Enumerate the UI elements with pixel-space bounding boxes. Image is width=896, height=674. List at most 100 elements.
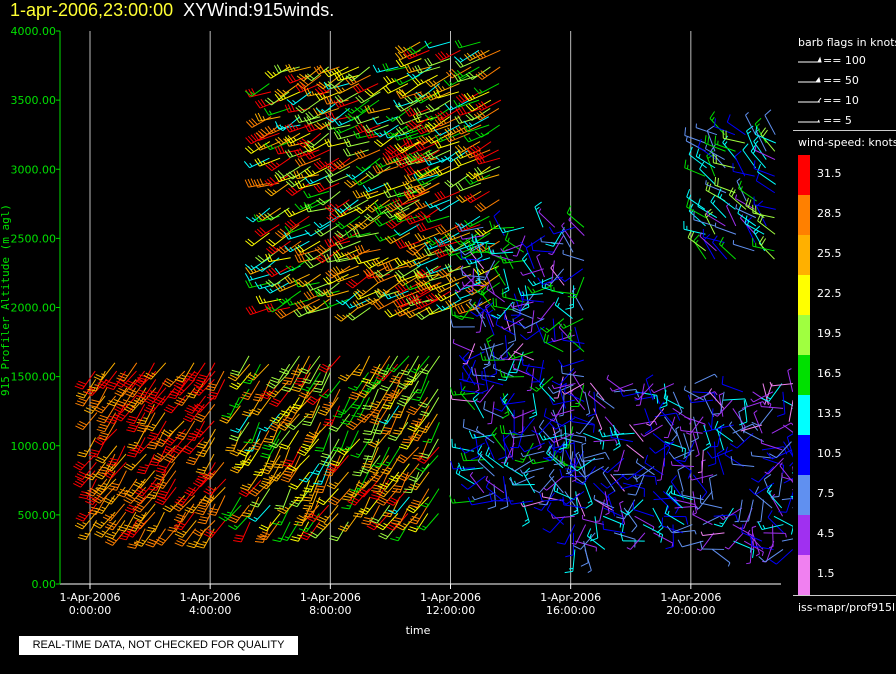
wind-barb-785 [435,149,461,163]
wind-barb-1409 [722,135,737,160]
wind-barb-1016 [521,356,545,369]
wind-barb-1378 [684,159,706,177]
wind-barb-1317 [753,410,763,434]
wind-barb-1245 [670,461,695,467]
y-tick-label-0: 0.00 [32,578,57,591]
wind-barb-200 [258,513,281,532]
wind-barb-580 [345,273,371,289]
wind-barb-718 [405,290,431,302]
wind-barb-1096 [557,318,584,329]
wind-barb-780 [433,232,460,244]
wind-barb-1089 [563,383,585,402]
wind-barb-901 [475,310,484,333]
wind-barb-275 [316,488,339,506]
wind-barb-1438 [757,213,776,235]
x-tick-label-1-1: 4:00:00 [189,604,231,617]
wind-barb-878 [450,318,475,328]
wind-barb-1227 [658,401,675,426]
wind-barb-448 [264,91,290,106]
wind-barb-215 [268,430,291,449]
wind-barb-928 [485,270,495,294]
speed-label-28.5: 28.5 [817,207,842,220]
wind-barb-444 [265,157,291,172]
wind-barb-1186 [635,391,659,404]
wind-barb-252 [302,471,321,493]
wind-barb-1093 [558,359,584,368]
wind-barb-129 [174,362,195,383]
wind-barb-1080 [561,222,575,245]
wind-barb-1062 [548,235,564,256]
wind-barb-1230 [672,391,683,415]
wind-barb-355 [378,355,399,376]
wind-barb-1385 [693,211,716,227]
wind-barb-1268 [689,474,714,481]
wind-barb-503 [304,298,330,313]
speed-swatch-25.5 [798,235,810,275]
wind-barb-1401 [704,135,726,152]
wind-barb-1007 [509,301,534,308]
wind-barb-769 [425,99,451,113]
wind-barb-174 [228,421,250,442]
wind-barb-893 [472,392,485,419]
wind-barb-518 [303,116,330,125]
wind-barb-919 [471,366,495,378]
wind-barb-1392 [695,123,718,136]
wind-barb-497 [294,114,321,124]
wind-barb-435 [264,282,290,294]
wind-barb-975 [499,396,526,406]
wind-barb-906 [458,243,485,256]
wind-barb-986 [504,232,524,253]
speed-label-25.5: 25.5 [817,247,842,260]
wind-barb-1210 [634,383,654,401]
wind-barb-233 [279,355,300,375]
wind-barb-1099 [558,268,584,282]
wind-barb-987 [500,243,524,253]
wind-barb-911 [487,484,497,510]
wind-barb-916 [468,430,495,439]
wind-barb-1041 [527,276,554,287]
wind-barb-677 [404,132,430,140]
wind-barb-1265 [713,514,739,523]
wind-barb-1174 [600,474,625,489]
wind-barb-1002 [526,368,535,392]
wind-barb-1117 [550,514,575,519]
wind-barb-736 [413,298,440,310]
wind-barb-370 [403,471,420,494]
wind-barb-584 [343,199,369,211]
wind-barb-283 [318,355,341,373]
wind-barb-237 [293,480,310,502]
wind-barb-985 [499,255,526,264]
wind-barb-371 [397,463,420,482]
wind-barb-427 [254,157,281,167]
wind-barb-1193 [627,474,645,496]
wind-barb-0 [77,520,97,541]
wind-barb-1410 [714,135,736,152]
wind-barb-1005 [512,301,534,320]
wind-barb-516 [304,132,330,148]
wind-barb-637 [373,124,399,138]
wind-barb-295 [337,438,361,456]
wind-barb-1301 [721,375,743,393]
wind-barb-740 [414,232,441,242]
wind-barb-1032 [545,434,556,459]
wind-barb-245 [290,355,310,376]
wind-barb-909 [467,497,494,506]
wind-barb-1323 [773,515,793,535]
wind-barb-16 [88,437,108,458]
wind-barb-912 [477,453,495,477]
wind-barb-1331 [750,391,774,403]
wind-barb-364 [392,413,410,435]
speed-label-1.5: 1.5 [817,567,835,580]
wind-barb-1020 [518,318,545,329]
wind-barb-1350 [769,549,793,565]
wind-barb-1262 [712,549,731,567]
wind-barb-1396 [710,194,727,218]
wind-barb-560 [332,265,359,275]
wind-barb-1178 [606,374,625,393]
wind-barb-860 [475,99,502,111]
wind-barb-1346 [759,402,784,409]
wind-barb-1059 [537,276,564,285]
wind-barb-1336 [757,521,784,530]
wind-barb-273 [315,513,339,531]
wind-barb-1150 [586,528,606,550]
